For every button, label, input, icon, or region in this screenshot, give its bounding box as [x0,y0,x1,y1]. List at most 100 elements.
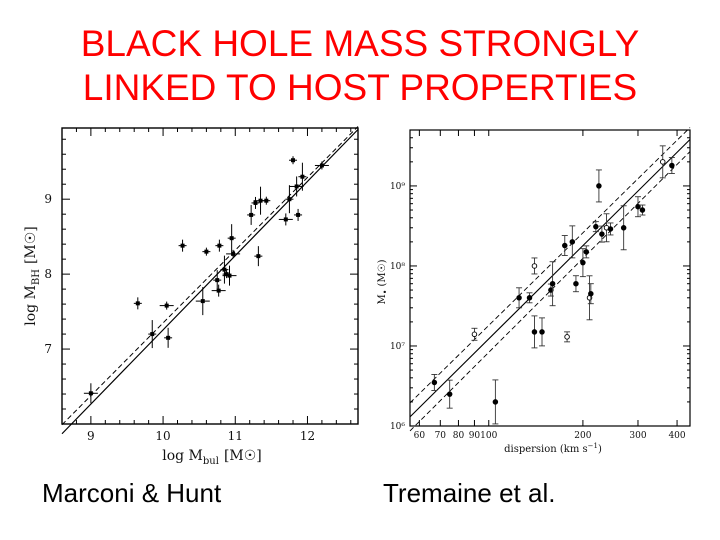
marker [216,288,221,293]
left-ylabel-sub: BH [31,269,42,285]
data-point [634,196,641,218]
data-point [247,204,256,225]
data-point [220,255,229,284]
x-tick-label: 80 [453,431,465,441]
marker [659,159,666,165]
marker [135,301,140,306]
right-xlabel: dispersion (km s [504,444,588,455]
data-point [289,176,304,197]
left-ylabel-unit: [M [23,244,39,264]
data-point [314,161,329,170]
data-point [159,301,174,310]
caption-marconi-hunt: Marconi & Hunt [42,478,222,508]
marker [431,379,438,386]
data-point [569,225,576,259]
marker [249,212,254,217]
marker [593,223,599,230]
x-tick-label: 9 [87,429,95,443]
y-tick-label: 10⁷ [390,342,405,352]
data-point [607,222,614,236]
data-point [254,246,263,267]
x-tick-label: 60 [414,431,426,441]
marker [164,303,169,308]
marker [215,278,220,283]
fit-line [409,139,691,418]
data-point [215,239,224,252]
marker [549,280,556,287]
left-fit-lines [61,126,359,435]
right-x-axis-label: dispersion (km s−1) [504,442,602,455]
fit-line-dashed [61,126,359,426]
marker [596,183,602,189]
marker [569,239,576,245]
marker [573,280,579,287]
marker [88,391,93,396]
x-tick-label: 12 [300,429,315,443]
left-data-points [83,156,329,404]
right-ylabel-main: M [377,294,388,304]
data-point [531,257,538,275]
data-point [213,270,222,291]
data-point [620,205,627,251]
marker [471,331,478,338]
marker [294,184,299,189]
y-tick-label: 10⁶ [390,422,405,432]
right-axis-ticks [410,129,690,427]
marker [253,200,258,205]
slide-title: BLACK HOLE MASS STRONGLY LINKED TO HOST … [0,22,720,110]
data-point [471,327,478,341]
marker [599,231,605,237]
data-point [564,331,571,343]
data-point [211,284,226,297]
marker [531,263,538,269]
data-point [603,213,610,243]
data-point [659,145,666,179]
data-point [598,225,605,243]
fit-line-dashed-lower [409,151,691,432]
data-point [587,283,594,305]
data-point [178,239,187,252]
data-point [526,292,533,304]
data-point [83,383,98,404]
left-xlabel-sub: bul [203,456,219,467]
marker [319,163,324,168]
marker [258,198,263,203]
x-tick-label: 70 [435,431,447,441]
marker [539,329,545,335]
fit-line-dashed-upper [409,127,691,404]
right-y-axis-label: M•(M☉) [377,259,390,304]
y-tick-label: 7 [44,342,52,356]
data-point [148,320,157,349]
data-point [251,196,260,209]
y-tick-label: 10⁹ [390,182,405,192]
data-point [289,156,298,165]
y-tick-label: 9 [44,192,52,206]
marker [516,295,522,301]
marker [204,249,209,254]
sun-symbol: ☉ [377,263,388,272]
sun-symbol: ☉ [23,232,39,245]
left-y-axis-label: log MBH[M☉] [23,226,42,326]
marker [580,259,586,266]
x-tick-label: 100 [480,431,497,441]
caption-tremaine: Tremaine et al. [383,478,556,508]
data-point [294,208,303,221]
marker [287,197,292,202]
right-ylabel-unit: (M [377,272,388,286]
marker [224,272,229,277]
data-point [639,204,646,216]
right-chart: 60 70 80 90 100 200 300 400 10⁶ 10⁷ 10⁸ 10⁹ dispers… [377,127,691,455]
marker [150,332,155,337]
data-point [227,224,236,253]
marker [607,226,614,232]
data-point [516,287,523,309]
marker [229,236,234,241]
x-tick-label: 90 [469,431,481,441]
marker [217,243,222,248]
data-point [539,317,546,347]
data-point [164,327,173,348]
left-xlabel-main: log M [162,448,203,464]
right-fit-lines [409,127,691,432]
marker [526,295,533,301]
